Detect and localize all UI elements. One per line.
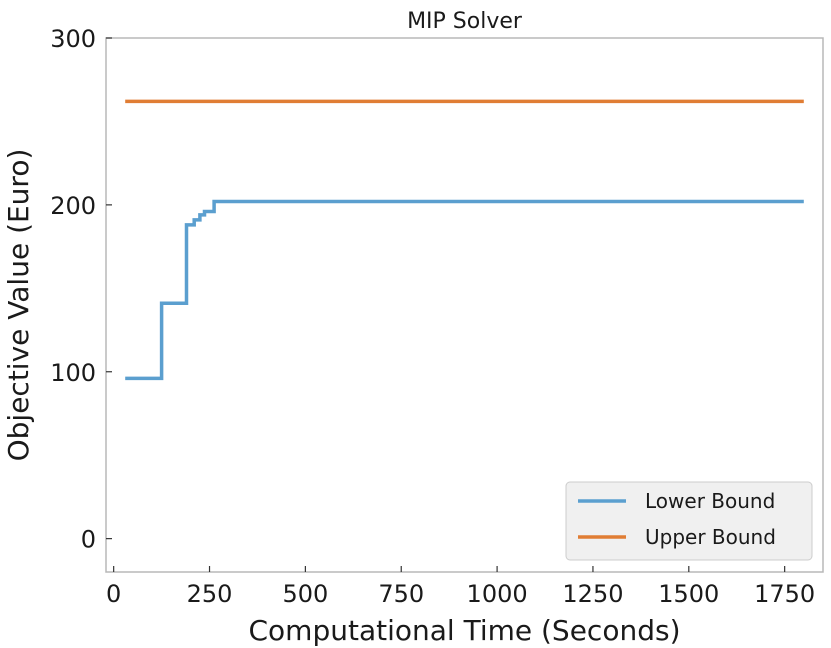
y-tick-label: 300: [50, 25, 96, 53]
plot-frame: [105, 37, 824, 573]
y-tick-label: 100: [50, 359, 96, 387]
y-axis-title: Objective Value (Euro): [2, 149, 35, 462]
x-tick-label: 250: [187, 580, 233, 608]
x-axis-title: Computational Time (Seconds): [249, 614, 681, 647]
x-tick-label: 0: [106, 580, 121, 608]
y-tick-label: 0: [81, 526, 96, 554]
x-tick-label: 1250: [562, 580, 623, 608]
y-axis-ticks: 0 100 200 300: [50, 25, 112, 554]
x-tick-label: 500: [282, 580, 328, 608]
y-tick-label: 200: [50, 192, 96, 220]
legend-label-upper-bound: Upper Bound: [645, 525, 776, 549]
x-tick-label: 1000: [467, 580, 528, 608]
legend: Lower Bound Upper Bound: [565, 481, 813, 561]
x-tick-label: 1750: [754, 580, 815, 608]
x-tick-label: 1500: [658, 580, 719, 608]
chart-title: MIP Solver: [407, 9, 523, 34]
series-layer: [125, 99, 804, 381]
x-axis-ticks: 0 250 500 750 1000 1250 1500 1750: [106, 566, 815, 608]
x-tick-label: 750: [378, 580, 424, 608]
legend-label-lower-bound: Lower Bound: [645, 489, 775, 513]
legend-box: [565, 481, 813, 561]
series-line-lower-bound: [125, 199, 804, 381]
